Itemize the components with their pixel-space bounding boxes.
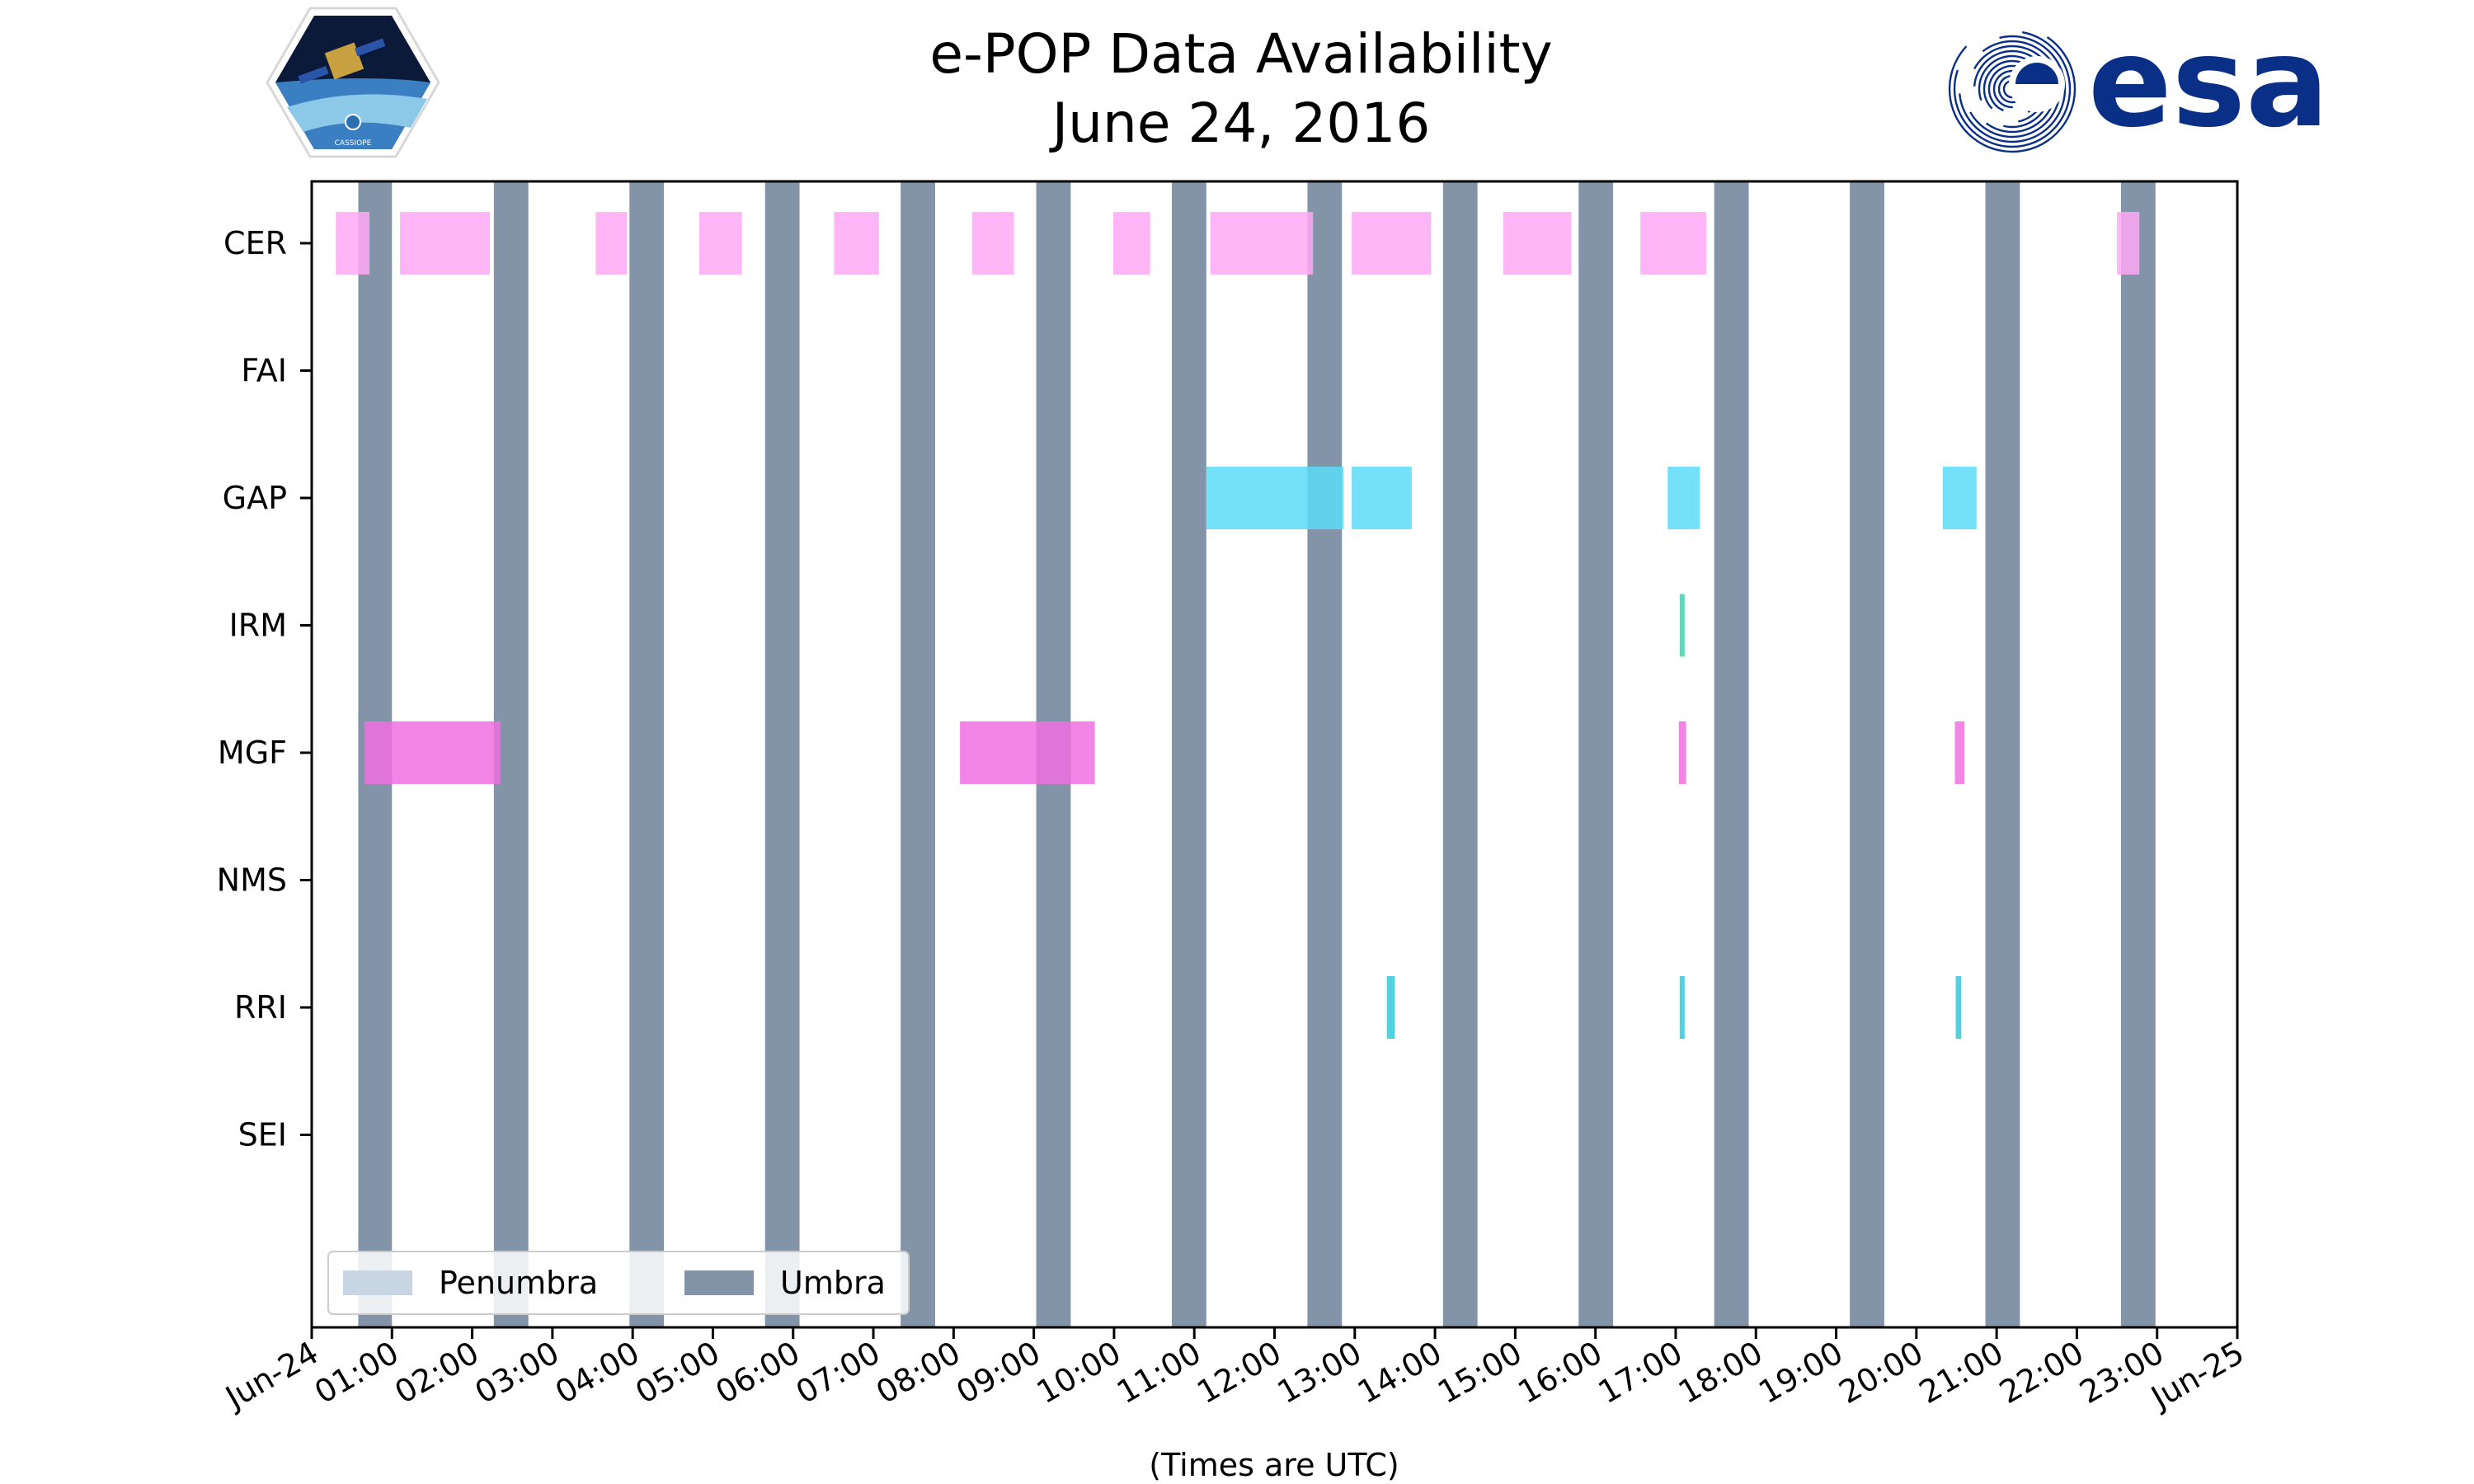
umbra-band xyxy=(1442,181,1478,1327)
bar-cer xyxy=(1351,212,1432,275)
umbra-band xyxy=(1714,181,1749,1327)
legend-label-penumbra: Penumbra xyxy=(439,1265,598,1301)
legend-label-umbra: Umbra xyxy=(780,1265,886,1301)
esa-globe-icon xyxy=(1948,25,2077,153)
esa-globe-e xyxy=(2015,63,2058,84)
esa-logo-text: esa xyxy=(2088,12,2329,155)
y-tick-label: FAI xyxy=(241,353,287,389)
bar-mgf xyxy=(960,721,1095,784)
x-tick-label: 03:00 xyxy=(469,1334,566,1411)
bar-rri xyxy=(1679,976,1685,1039)
x-tick-label: 19:00 xyxy=(1752,1334,1849,1411)
bar-cer xyxy=(595,212,628,275)
bar-cer xyxy=(971,212,1014,275)
y-tick-label: IRM xyxy=(229,608,287,644)
y-tick-label: RRI xyxy=(234,989,287,1026)
y-tick-label: CER xyxy=(223,225,287,261)
x-axis: Jun-2401:0002:0003:0004:0005:0006:0007:0… xyxy=(219,1327,2251,1416)
chart-title-line1: e-POP Data Availability xyxy=(929,22,1552,86)
x-tick-label: 04:00 xyxy=(549,1334,646,1411)
bar-cer xyxy=(698,212,742,275)
y-tick-label: SEI xyxy=(238,1117,287,1153)
bar-mgf xyxy=(1954,721,1965,784)
legend-box xyxy=(327,1251,910,1315)
umbra-band xyxy=(1850,181,1884,1327)
bar-mgf xyxy=(365,721,501,784)
data-series xyxy=(336,212,2140,1039)
x-tick-label: 17:00 xyxy=(1592,1334,1689,1411)
x-tick-label: 10:00 xyxy=(1031,1334,1127,1411)
chart-area: CER FAI GAP IRM MGF NMS RRI SEI Jun-2401:0002:0… xyxy=(217,180,2251,1483)
x-tick-label: 18:00 xyxy=(1672,1334,1769,1411)
umbra-band xyxy=(1985,181,2020,1327)
y-axis: CER FAI GAP IRM MGF NMS RRI SEI xyxy=(217,225,312,1153)
umbra-band xyxy=(1171,181,1206,1327)
esa-globe-ring xyxy=(1948,25,2077,153)
cassiope-logo: CASSIOPE xyxy=(266,7,440,158)
bar-cer xyxy=(400,212,490,275)
legend-swatch-umbra xyxy=(684,1270,754,1295)
chart-title-line2: June 24, 2016 xyxy=(1049,92,1431,155)
umbra-band xyxy=(629,181,665,1327)
x-tick-label: 11:00 xyxy=(1111,1334,1207,1411)
x-tick-label: 12:00 xyxy=(1191,1334,1287,1411)
x-tick-label: 13:00 xyxy=(1271,1334,1367,1411)
x-tick-label: 01:00 xyxy=(308,1334,405,1411)
y-tick-label: NMS xyxy=(217,862,287,899)
x-tick-label: 21:00 xyxy=(1913,1334,2010,1411)
x-tick-label: 02:00 xyxy=(388,1334,485,1411)
umbra-band xyxy=(901,181,935,1327)
x-tick-label: 20:00 xyxy=(1832,1334,1929,1411)
cassiope-logo-text: CASSIOPE xyxy=(335,139,372,148)
x-tick-label: 09:00 xyxy=(950,1334,1047,1411)
bar-cer xyxy=(834,212,879,275)
x-axis-label: (Times are UTC) xyxy=(1149,1447,1399,1483)
bar-gap xyxy=(1206,467,1344,529)
bar-cer xyxy=(1503,212,1572,275)
legend: Penumbra Umbra xyxy=(327,1251,910,1315)
x-tick-label: Jun-25 xyxy=(2144,1334,2251,1416)
x-tick-label: 08:00 xyxy=(870,1334,967,1411)
umbra-band xyxy=(1578,181,1614,1327)
x-tick-label: 05:00 xyxy=(629,1334,726,1411)
x-tick-label: Jun-24 xyxy=(219,1334,325,1416)
umbra-bands xyxy=(358,181,2156,1327)
bar-cer xyxy=(1112,212,1150,275)
y-tick-label: GAP xyxy=(223,480,287,516)
x-tick-label: 14:00 xyxy=(1352,1334,1448,1411)
umbra-band xyxy=(1307,181,1343,1327)
bar-cer xyxy=(2117,212,2140,275)
bar-cer xyxy=(336,212,370,275)
x-tick-label: 07:00 xyxy=(790,1334,887,1411)
x-tick-label: 06:00 xyxy=(709,1334,806,1411)
esa-logo: esa xyxy=(1948,12,2329,155)
bar-rri xyxy=(1386,976,1395,1039)
y-tick-label: MGF xyxy=(218,735,287,771)
bar-gap xyxy=(1942,467,1977,529)
umbra-band xyxy=(764,181,800,1327)
bar-cer xyxy=(1210,212,1314,275)
bar-irm xyxy=(1679,594,1685,657)
bar-gap xyxy=(1351,467,1412,529)
bar-mgf xyxy=(1678,721,1686,784)
bar-cer xyxy=(1640,212,1706,275)
x-tick-label: 16:00 xyxy=(1512,1334,1608,1411)
bar-rri xyxy=(1955,976,1962,1039)
bar-gap xyxy=(1667,467,1700,529)
x-tick-label: 22:00 xyxy=(1993,1334,2090,1411)
umbra-band xyxy=(2120,181,2156,1327)
plot-frame xyxy=(310,180,2239,1329)
legend-swatch-penumbra xyxy=(343,1270,412,1295)
x-tick-label: 15:00 xyxy=(1432,1334,1528,1411)
